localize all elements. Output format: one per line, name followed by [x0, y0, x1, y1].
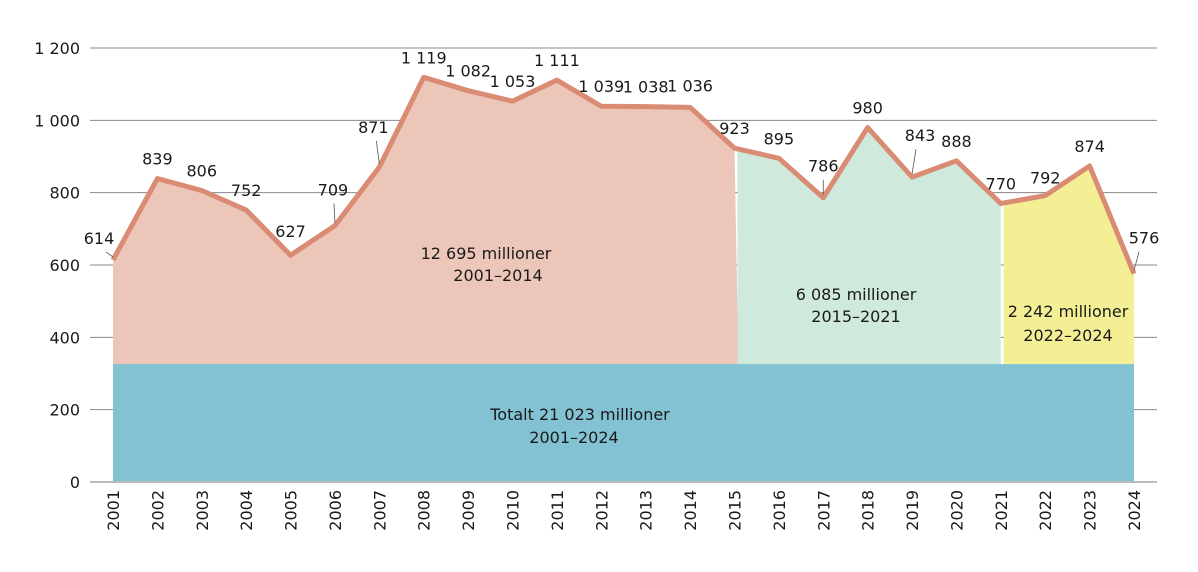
period-area: [113, 77, 739, 365]
y-tick-label: 800: [49, 184, 80, 203]
x-tick-label: 2007: [370, 490, 389, 531]
data-label: 895: [764, 129, 795, 148]
data-label: 1 082: [445, 62, 491, 81]
x-tick-label: 2008: [415, 490, 434, 531]
data-label: 709: [318, 181, 349, 200]
leader-line: [911, 149, 917, 175]
x-tick-label: 2010: [504, 490, 523, 531]
data-label: 1 039: [578, 77, 624, 96]
data-label: 752: [231, 181, 262, 200]
x-tick-label: 2019: [903, 490, 922, 531]
data-label: 576: [1129, 229, 1160, 248]
leader-line: [105, 251, 114, 258]
data-label: 1 036: [667, 76, 713, 95]
data-label: 1 119: [401, 48, 447, 67]
period-3-label: 2 242 millioner: [1008, 302, 1129, 321]
data-label: 871: [358, 118, 389, 137]
leader-line: [1133, 251, 1140, 271]
x-tick-label: 2020: [947, 490, 966, 531]
y-tick-label: 1 000: [34, 111, 80, 130]
annotations: 12 695 millioner 2001–2014 6 085 million…: [421, 244, 1129, 447]
total-area: [113, 364, 1134, 481]
data-label: 627: [275, 222, 306, 241]
areas: [113, 77, 1134, 481]
data-label: 786: [808, 157, 839, 176]
data-label: 888: [941, 132, 972, 151]
data-label: 1 053: [490, 72, 536, 91]
data-label: 614: [84, 229, 115, 248]
series-line-path: [110, 74, 1137, 275]
period-1-range: 2001–2014: [453, 266, 542, 285]
x-tick-label: 2021: [992, 490, 1011, 531]
data-label: 1 111: [534, 51, 580, 70]
period-2-label: 6 085 millioner: [796, 285, 917, 304]
y-tick-label: 600: [49, 256, 80, 275]
x-tick-label: 2002: [148, 490, 167, 531]
x-tick-label: 2022: [1036, 490, 1055, 531]
data-label: 806: [187, 161, 218, 180]
x-tick-label: 2018: [859, 490, 878, 531]
total-label: Totalt 21 023 millioner: [489, 405, 670, 424]
data-label: 843: [905, 126, 936, 145]
leader-line: [333, 203, 336, 223]
leader-line: [375, 140, 380, 165]
x-tick-label: 2016: [770, 490, 789, 531]
period-1-label: 12 695 millioner: [421, 244, 552, 263]
x-tick-label: 2013: [637, 490, 656, 531]
y-tick-label: 0: [70, 473, 80, 492]
period-area: [737, 127, 1001, 365]
y-tick-label: 1 200: [34, 39, 80, 58]
data-label: 839: [142, 150, 173, 169]
y-tick-label: 200: [49, 401, 80, 420]
x-tick-label: 2011: [548, 490, 567, 531]
x-axis: 2001 2002 2003 2004 2005 2006 2007 2008 2009 2010…: [104, 490, 1144, 531]
x-tick-label: 2015: [725, 490, 744, 531]
period-2-range: 2015–2021: [811, 307, 900, 326]
y-tick-label: 400: [49, 328, 80, 347]
x-tick-label: 2006: [326, 490, 345, 531]
x-tick-label: 2004: [237, 490, 256, 531]
series-line: [110, 74, 1137, 275]
x-tick-label: 2017: [814, 490, 833, 531]
y-axis: 0 200 400 600 800 1 000 1 200: [34, 39, 80, 492]
x-tick-label: 2009: [459, 490, 478, 531]
data-label: 874: [1074, 137, 1105, 156]
x-tick-label: 2005: [282, 490, 301, 531]
total-range: 2001–2024: [529, 428, 618, 447]
period-area: [1003, 165, 1134, 365]
period-3-range: 2022–2024: [1023, 326, 1112, 345]
data-label: 923: [719, 119, 750, 138]
x-tick-label: 2012: [592, 490, 611, 531]
data-label: 792: [1030, 169, 1061, 188]
x-tick-label: 2014: [681, 490, 700, 531]
x-tick-label: 2023: [1081, 490, 1100, 531]
x-tick-label: 2001: [104, 490, 123, 531]
x-tick-label: 2003: [193, 490, 212, 531]
data-label: 1 038: [623, 78, 669, 97]
x-tick-label: 2024: [1125, 490, 1144, 531]
data-label: 770: [986, 175, 1017, 194]
data-label: 980: [852, 99, 883, 118]
